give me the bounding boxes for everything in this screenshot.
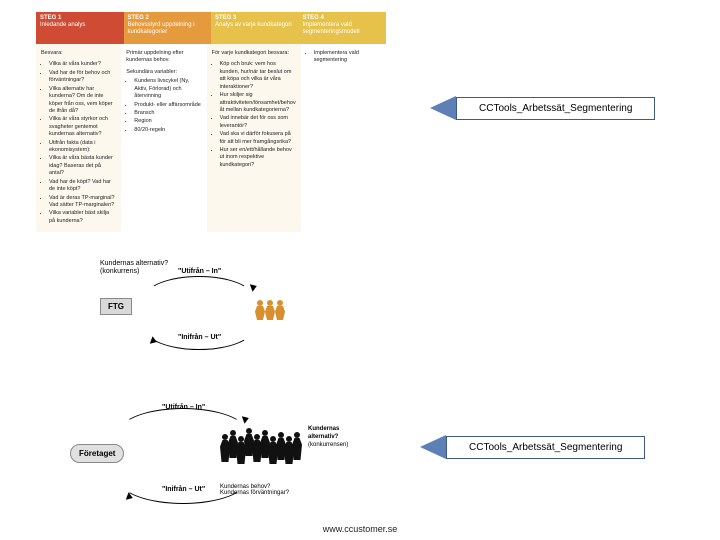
curve-icon <box>144 306 254 350</box>
crowd-icon <box>220 426 302 482</box>
step2-col: Primär uppdelning efter kundernas behov.… <box>121 44 206 232</box>
label-utifran-in: "Utifrån – In" <box>178 268 221 275</box>
arrow-left-icon <box>430 96 456 120</box>
list-item: Vad innebär det för oss som leverantör? <box>220 115 296 130</box>
step1-num: STEG 1 <box>40 15 120 22</box>
diagram-bottom: Företaget "Utifrån – In" "Inifrån – Ut" … <box>70 400 400 510</box>
steps-header: STEG 1 Inledande analys STEG 2 Behovssty… <box>36 12 386 44</box>
list-item: Vad ska vi därför fokusera på för att bl… <box>220 131 296 146</box>
callout-1: CCTools_Arbetssät_Segmentering <box>430 96 655 120</box>
list-item: Utifrån fakta (data i ekonomisystem): <box>49 140 116 155</box>
steps-body: Besvara: Vilka är våra kunder? Vad har d… <box>36 44 386 232</box>
step3-header: STEG 3 Analys av varje kundkategori <box>211 12 299 44</box>
step3-col: För varje kundkategori besvara: Köp och … <box>207 44 301 232</box>
bot-r3: (konkurrensen) <box>308 442 348 450</box>
person-icon <box>292 432 302 462</box>
step4-col: Implementera vald segmentering <box>301 44 386 232</box>
step2-header: STEG 2 Behovsstyrd uppdelning i kundkate… <box>124 12 212 44</box>
steps-table: STEG 1 Inledande analys STEG 2 Behovssty… <box>36 12 386 232</box>
bot-r1: Kundernas <box>308 426 348 434</box>
callout-2: CCTools_Arbetssät_Segmentering <box>420 435 645 459</box>
person-icon <box>265 300 275 322</box>
step3-list: Köp och bruk: vem hos kunden, hur/när ta… <box>220 61 296 169</box>
kund-line2: (konkurrens) <box>100 268 139 275</box>
step3-title: Analys av varje kundkategori <box>215 22 292 28</box>
list-item: Köp och bruk: vem hos kunden, hur/när ta… <box>220 61 296 91</box>
step2-lead: Primär uppdelning efter kundernas behov. <box>126 50 201 65</box>
list-item: Vilka är våra kunder? <box>49 61 116 68</box>
list-item: Bransch <box>134 110 201 117</box>
step4-list: Implementera vald segmentering <box>314 50 381 65</box>
arrow-left-icon <box>420 435 446 459</box>
step1-col: Besvara: Vilka är våra kunder? Vad har d… <box>36 44 121 232</box>
list-item: Vilka är våra bästa kunder idag? Baseras… <box>49 155 116 177</box>
list-item: Produkt- eller affärsområde <box>134 102 201 109</box>
diagram-middle: FTG "Utifrån – In" "Inifrån – Ut" Kunder… <box>100 260 400 360</box>
callout-1-label: CCTools_Arbetssät_Segmentering <box>456 97 655 120</box>
callout-2-label: CCTools_Arbetssät_Segmentering <box>446 436 645 459</box>
step3-lead: För varje kundkategori besvara: <box>212 50 296 57</box>
step4-title: Implementera vald segmenteringsmodell <box>303 22 360 35</box>
list-item: Vad har de för behov och förväntningar? <box>49 70 116 85</box>
step1-list: Vilka är våra kunder? Vad har de för beh… <box>49 61 116 225</box>
list-item: Vad är deras TP-marginal? Vad sätter TP-… <box>49 195 116 210</box>
arrowhead-icon <box>126 492 134 502</box>
step2-title: Behovsstyrd uppdelning i kundkategorier <box>128 22 195 35</box>
step1-lead: Besvara: <box>41 50 116 57</box>
step4-num: STEG 4 <box>303 15 383 22</box>
list-item: Kundens livscykel (Ny, Aktiv, Förlorad) … <box>134 78 201 100</box>
step1-title: Inledande analys <box>40 22 85 28</box>
arrowhead-icon <box>242 414 250 424</box>
step1-header: STEG 1 Inledande analys <box>36 12 124 44</box>
ftg-box: FTG <box>100 298 132 315</box>
footer-url: www.ccustomer.se <box>0 524 720 534</box>
list-item: Region <box>134 118 201 125</box>
list-item: 80/20-regeln <box>134 127 201 134</box>
list-item: Hur ser en/ett/hållande behov ut inom re… <box>220 147 296 169</box>
step2-num: STEG 2 <box>128 15 208 22</box>
bot-q2: Kundernas förväntningar? <box>220 490 289 496</box>
list-item: Vilka variabler bäst skilja på kunderna? <box>49 210 116 225</box>
list-item: Vad har de köpt? Vad har de inte köpt? <box>49 179 116 194</box>
people-icon <box>255 300 285 322</box>
person-icon <box>275 300 285 322</box>
arrowhead-icon <box>150 336 158 346</box>
label-kundernas-alternativ: Kundernas alternativ? (konkurrens) <box>100 260 400 277</box>
step4-header: STEG 4 Implementera vald segmenteringsmo… <box>299 12 387 44</box>
label-kundernas-alternativ: Kundernas alternativ? (konkurrensen) <box>308 426 348 449</box>
bot-r2: alternativ? <box>308 434 348 442</box>
step3-num: STEG 3 <box>215 15 295 22</box>
list-item: Implementera vald segmentering <box>314 50 381 65</box>
foretaget-box: Företaget <box>70 444 124 463</box>
label-kund-behov: Kundernas behov? Kundernas förväntningar… <box>220 484 289 496</box>
step2-sub: Sekundära variabler: <box>126 69 201 76</box>
arrowhead-icon <box>250 282 258 292</box>
kund-line1: Kundernas alternativ? <box>100 260 168 267</box>
person-icon <box>255 300 265 322</box>
step2-list: Kundens livscykel (Ny, Aktiv, Förlorad) … <box>134 78 201 134</box>
list-item: Vilka alternativ har kunderna? Om de int… <box>49 86 116 116</box>
list-item: Vilka är våra styrkor och svagheter gent… <box>49 116 116 138</box>
list-item: Hur skiljer sig attraktiviteten/lönsamhe… <box>220 92 296 114</box>
